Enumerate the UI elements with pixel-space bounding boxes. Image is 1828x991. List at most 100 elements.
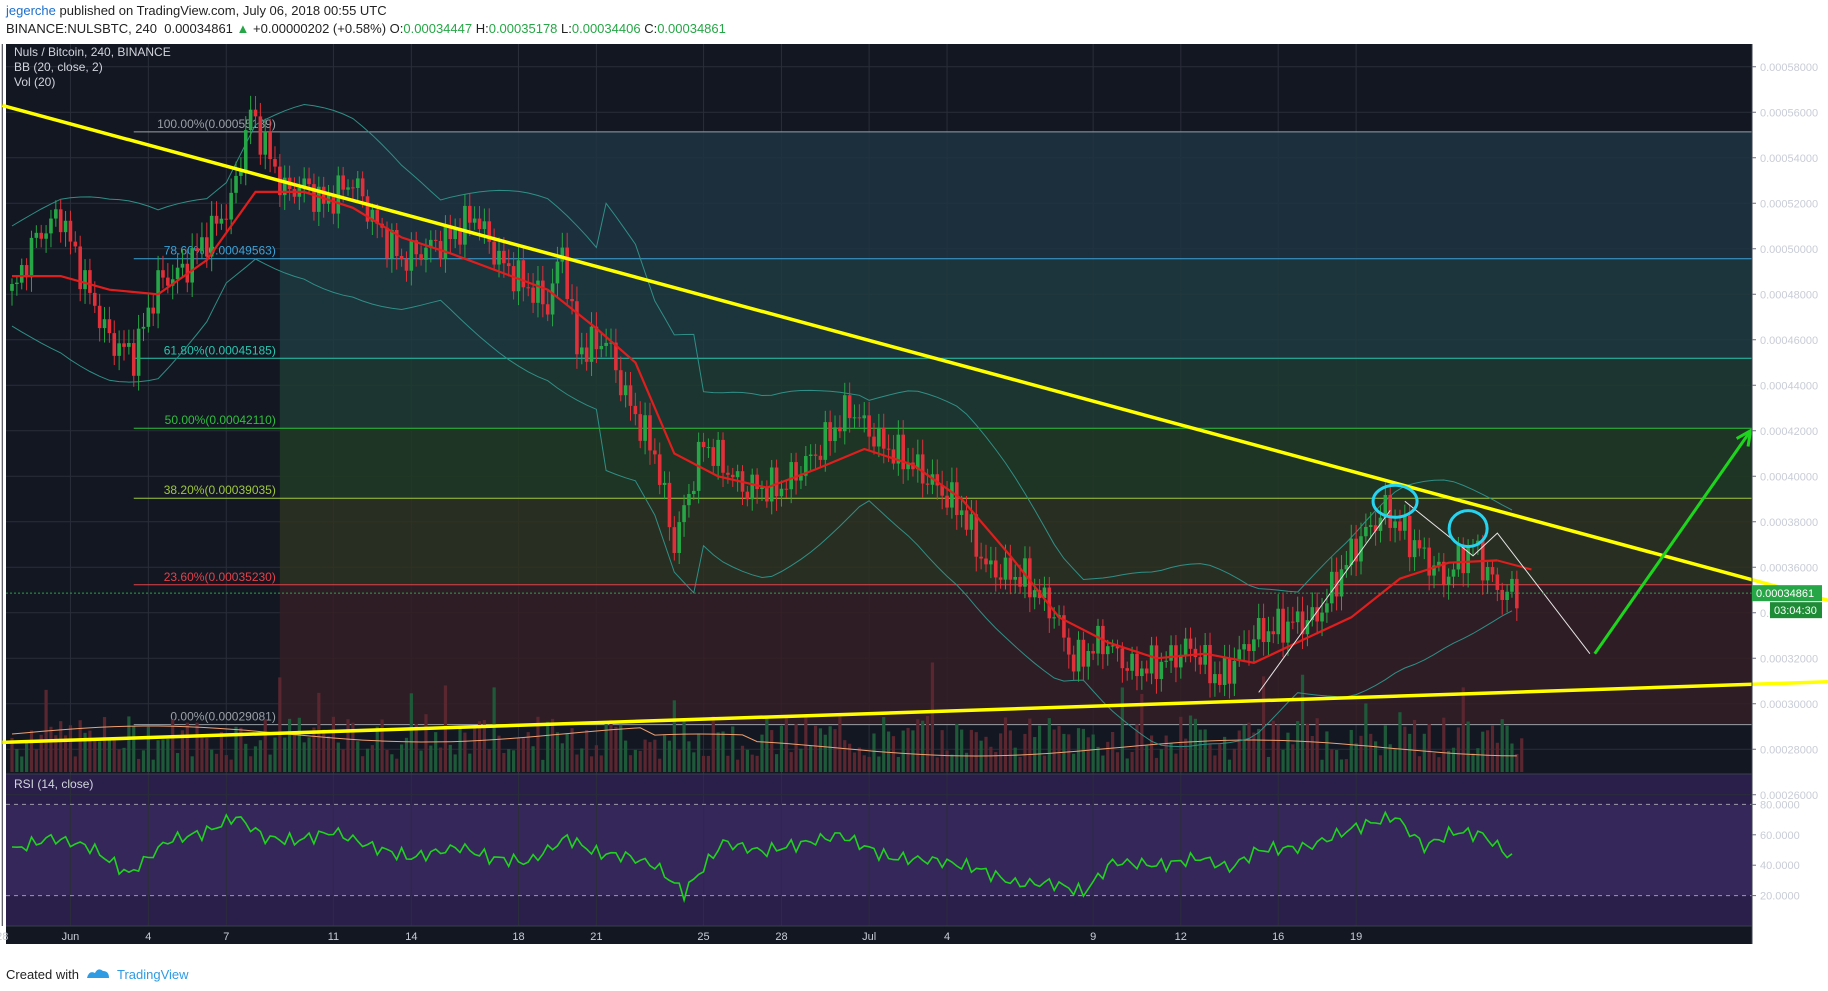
candle-body (34, 232, 39, 238)
change-value: +0.00000202 (+0.58%) (253, 21, 387, 36)
volume-bar (375, 726, 379, 772)
candle-body (1364, 526, 1368, 537)
volume-bar (906, 727, 910, 772)
volume-bar (726, 755, 730, 772)
candle-body (175, 267, 180, 280)
candle-body (721, 439, 725, 473)
candle-body (492, 241, 496, 265)
open-label: O: (389, 21, 404, 36)
volume-bar (609, 719, 613, 772)
candle-body (248, 109, 253, 131)
candle-body (779, 488, 784, 497)
volume-bar (482, 720, 486, 772)
bb-lower-band (11, 258, 1513, 748)
candle-body (24, 265, 29, 278)
tradingview-link[interactable]: TradingView (117, 967, 189, 982)
volume-bar (1179, 716, 1183, 772)
volume-bar (809, 745, 813, 772)
candle-body (1446, 576, 1451, 585)
candle-body (394, 230, 399, 256)
candle-body (886, 448, 891, 450)
candle-body (1071, 654, 1076, 672)
candle-body (896, 434, 901, 464)
volume-bar (361, 756, 365, 772)
candle-body (920, 454, 925, 484)
candle-body (516, 260, 521, 292)
countdown-label: 03:04:30 (1774, 605, 1817, 617)
candle-body (1256, 618, 1261, 640)
candle-body (1193, 648, 1198, 658)
volume-bar (395, 758, 399, 772)
candle-body (448, 225, 453, 240)
volume-bar (1505, 725, 1509, 772)
volume-bar (59, 721, 63, 772)
volume-bar (434, 732, 438, 772)
volume-bar (813, 725, 818, 772)
candle-body (136, 328, 141, 376)
volume-bar (1437, 757, 1441, 772)
volume-bar (604, 723, 608, 772)
volume-bar (356, 741, 360, 772)
candle-body (273, 159, 277, 167)
candle-body (1149, 645, 1154, 674)
candle-body (282, 177, 287, 196)
volume-bar (580, 748, 584, 772)
volume-bar (409, 693, 413, 772)
volume-bar (765, 717, 769, 772)
candle-body (1441, 561, 1446, 585)
volume-bar (658, 758, 662, 772)
candle-body (102, 319, 107, 329)
candle-body (375, 209, 380, 224)
candle-body (1237, 649, 1242, 661)
candle-body (1222, 657, 1227, 685)
candle-body (609, 342, 613, 344)
volume-bar (1461, 687, 1465, 772)
candle-body (1003, 557, 1008, 580)
volume-bar (98, 741, 102, 772)
candle-body (1510, 578, 1514, 592)
price-chart[interactable]: 28Jun47111418212528Jul49121619100.00%(0.… (0, 42, 1828, 958)
volume-bar (20, 756, 24, 772)
countdown-box (1770, 602, 1822, 619)
fib-zone (279, 258, 1753, 359)
candle-body (1354, 538, 1358, 562)
publish-info: published on TradingView.com, July 06, 2… (59, 3, 387, 18)
candle-body (1329, 571, 1334, 604)
volume-bar (887, 731, 891, 772)
volume-bar (15, 749, 19, 772)
volume-bar (195, 722, 199, 772)
candle-body (1188, 638, 1193, 649)
candle-body (1388, 494, 1393, 528)
candle-body (784, 488, 789, 490)
volume-bar (1261, 676, 1266, 772)
volume-bar (112, 739, 116, 772)
candle-body (1164, 660, 1168, 662)
volume-bar (63, 735, 68, 772)
volume-bar (156, 740, 160, 772)
author-link[interactable]: jegerche (6, 3, 56, 18)
candle-body (584, 347, 589, 362)
volume-bar (78, 720, 82, 772)
volume-bar (1237, 730, 1241, 772)
candle-body (243, 130, 248, 172)
close-label: C: (644, 21, 658, 36)
volume-bar (1427, 723, 1431, 772)
volume-bar (740, 745, 745, 772)
volume-bar (171, 719, 175, 772)
volume-bar (107, 737, 111, 772)
volume-bar (1159, 749, 1163, 772)
y-tick-label: 0.00052000 (1760, 198, 1818, 210)
volume-bar (292, 731, 297, 772)
rsi-band (6, 804, 1752, 896)
candle-body (29, 237, 34, 278)
candle-body (774, 467, 779, 497)
volume-bar (29, 730, 34, 772)
candle-body (521, 260, 526, 288)
volume-bar (1451, 747, 1456, 772)
candle-body (945, 495, 949, 508)
candle-body (112, 333, 117, 356)
volume-bar (302, 742, 306, 772)
volume-bar (516, 737, 521, 772)
volume-bar (424, 714, 428, 772)
candle-body (950, 482, 954, 508)
